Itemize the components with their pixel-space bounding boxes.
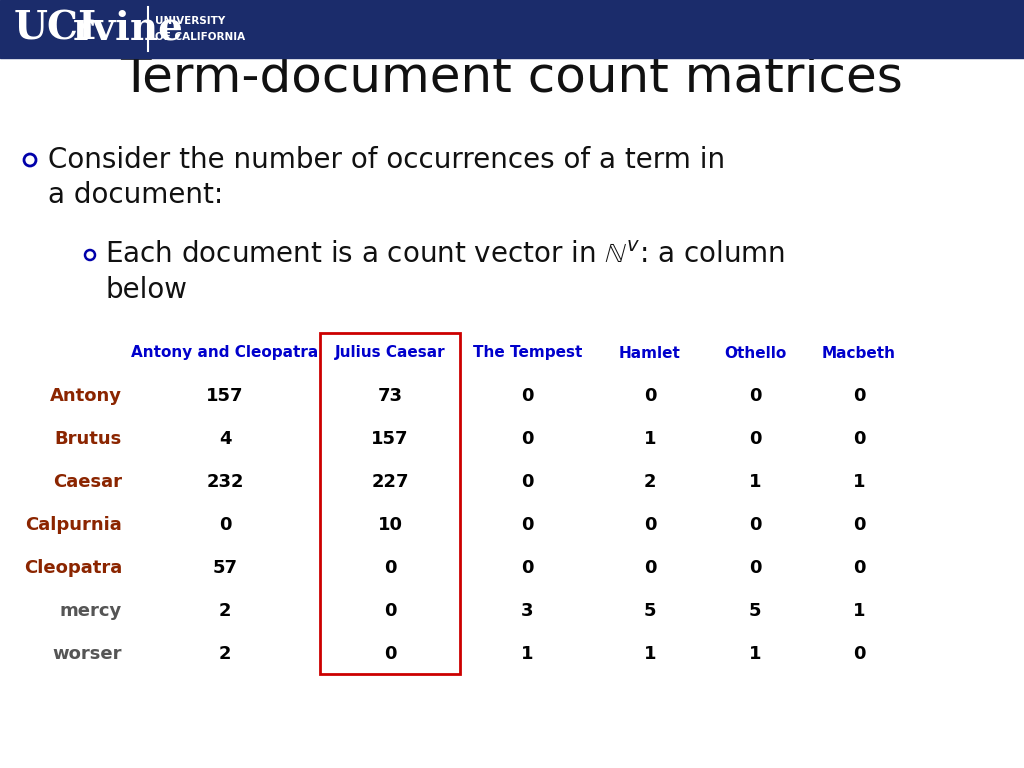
Text: 1: 1	[644, 430, 656, 448]
Bar	[0, 0, 1024, 58]
Text: 2: 2	[219, 645, 231, 663]
Text: 232: 232	[206, 473, 244, 491]
Text: 0: 0	[219, 516, 231, 534]
Text: 0: 0	[644, 559, 656, 577]
Text: 157: 157	[206, 387, 244, 405]
Text: 0: 0	[749, 516, 761, 534]
Bar	[319, 333, 460, 674]
Text: Antony: Antony	[50, 387, 122, 405]
Text: 0: 0	[384, 602, 396, 620]
Text: 73: 73	[378, 387, 402, 405]
Text: 1: 1	[521, 645, 534, 663]
Text: 1: 1	[749, 473, 761, 491]
Text: 0: 0	[749, 430, 761, 448]
Text: Term-document count matrices: Term-document count matrices	[121, 54, 903, 102]
Text: 0: 0	[521, 430, 534, 448]
Text: 0: 0	[853, 559, 865, 577]
Text: 0: 0	[521, 387, 534, 405]
Text: 0: 0	[853, 387, 865, 405]
Text: mercy: mercy	[59, 602, 122, 620]
Text: UNIVERSITY: UNIVERSITY	[155, 16, 225, 26]
Text: Calpurnia: Calpurnia	[26, 516, 122, 534]
Text: Othello: Othello	[724, 346, 786, 360]
Text: 57: 57	[213, 559, 238, 577]
Text: 0: 0	[521, 473, 534, 491]
Text: Each document is a count vector in $\mathbb{N}^v$: a column: Each document is a count vector in $\mat…	[105, 241, 785, 269]
Text: Macbeth: Macbeth	[822, 346, 896, 360]
Text: 0: 0	[853, 430, 865, 448]
Text: Consider the number of occurrences of a term in: Consider the number of occurrences of a …	[48, 146, 725, 174]
Text: 0: 0	[521, 559, 534, 577]
Text: The Tempest: The Tempest	[473, 346, 583, 360]
Text: 1: 1	[644, 645, 656, 663]
Text: rvine: rvine	[73, 10, 184, 48]
Text: 10: 10	[378, 516, 402, 534]
Text: 1: 1	[749, 645, 761, 663]
Text: OF CALIFORNIA: OF CALIFORNIA	[155, 32, 245, 42]
Text: 4: 4	[219, 430, 231, 448]
Text: 2: 2	[644, 473, 656, 491]
Text: 0: 0	[644, 516, 656, 534]
Text: Julius Caesar: Julius Caesar	[335, 346, 445, 360]
Text: 0: 0	[853, 516, 865, 534]
Text: 5: 5	[749, 602, 761, 620]
Text: Brutus: Brutus	[54, 430, 122, 448]
Text: 5: 5	[644, 602, 656, 620]
Text: Cleopatra: Cleopatra	[24, 559, 122, 577]
Text: 3: 3	[521, 602, 534, 620]
Text: 0: 0	[384, 645, 396, 663]
Text: 0: 0	[749, 387, 761, 405]
Text: worser: worser	[52, 645, 122, 663]
Text: a document:: a document:	[48, 181, 223, 209]
Text: 157: 157	[372, 430, 409, 448]
Text: 227: 227	[372, 473, 409, 491]
Text: 0: 0	[749, 559, 761, 577]
Text: below: below	[105, 276, 187, 304]
Text: 1: 1	[853, 602, 865, 620]
Text: UCI: UCI	[14, 10, 97, 48]
Text: 0: 0	[384, 559, 396, 577]
Text: Caesar: Caesar	[53, 473, 122, 491]
Text: 0: 0	[853, 645, 865, 663]
Text: 2: 2	[219, 602, 231, 620]
Text: 0: 0	[644, 387, 656, 405]
Text: 1: 1	[853, 473, 865, 491]
Text: Antony and Cleopatra: Antony and Cleopatra	[131, 346, 318, 360]
Text: 0: 0	[521, 516, 534, 534]
Text: Hamlet: Hamlet	[620, 346, 681, 360]
